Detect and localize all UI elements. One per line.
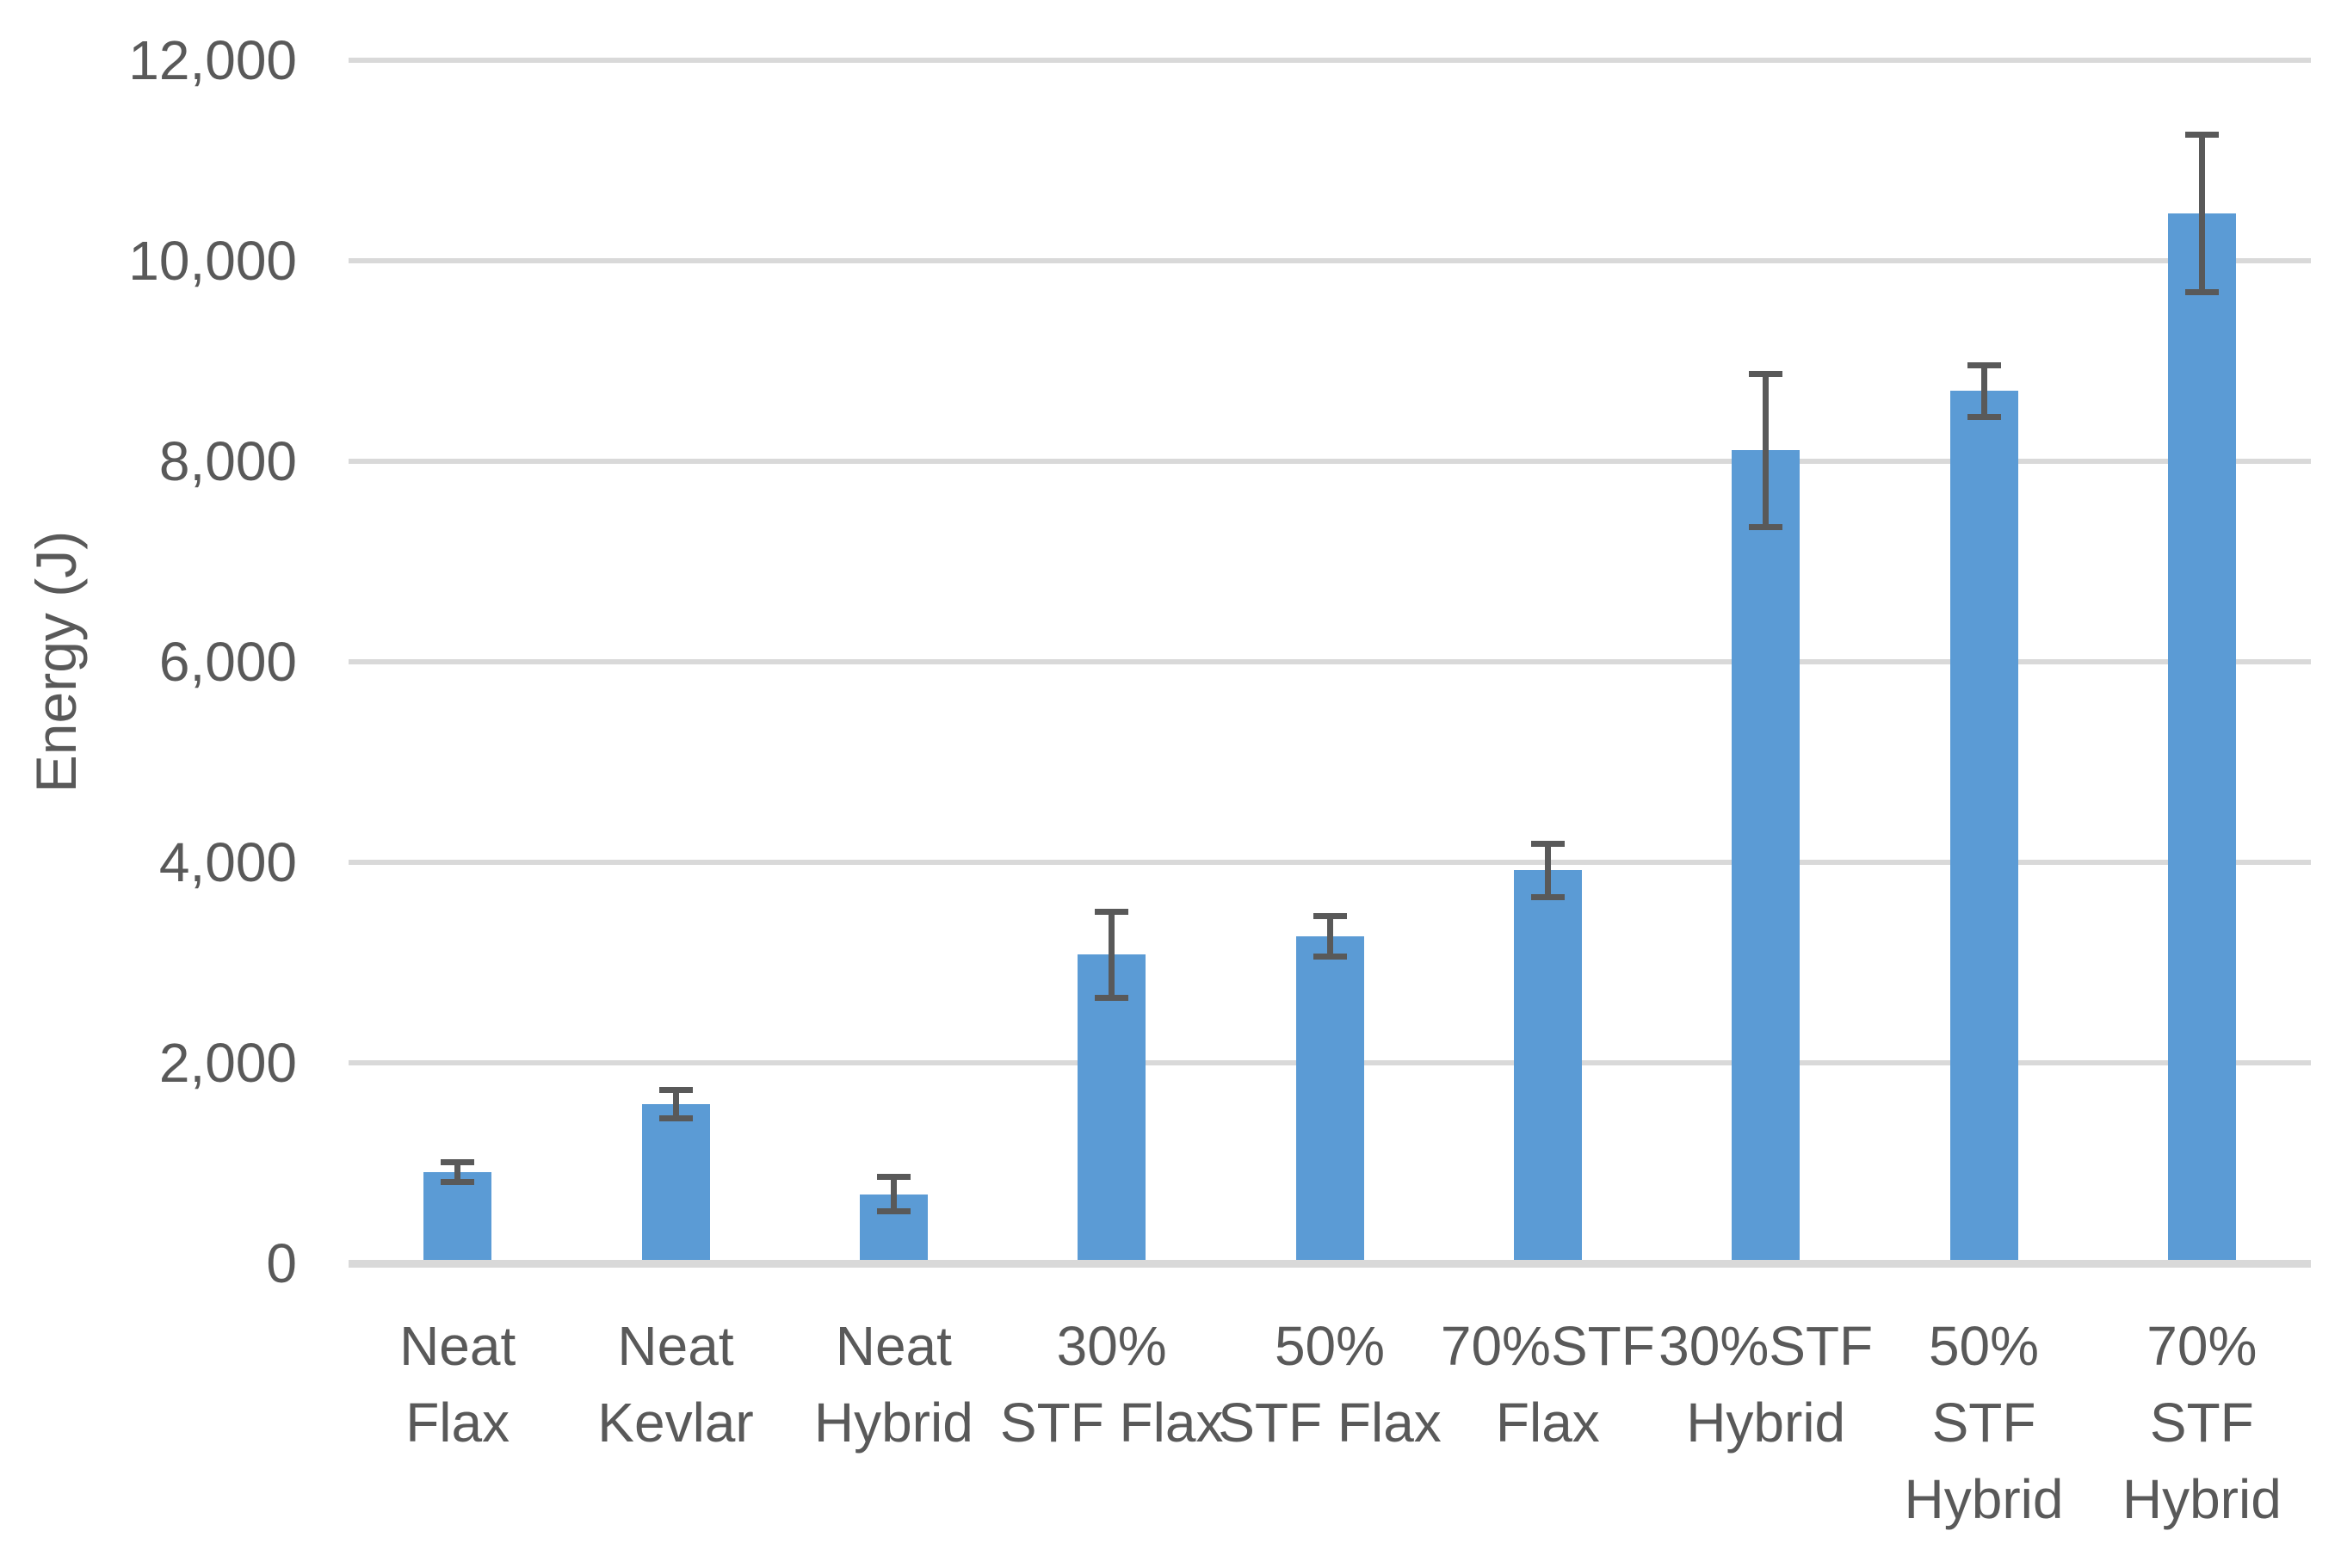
error-bar-neat-hybrid [890,1176,897,1212]
x-axis-line [349,1260,2311,1268]
y-tick-label-10000: 10,000 [128,230,297,292]
x-axis-label-neat-flax: Neat [399,1315,516,1377]
bar-50-stf-flax [1295,936,1364,1263]
bar-70-stf-flax [1513,870,1582,1263]
x-axis-label-70-stf-flax: Flax [1495,1392,1600,1454]
error-bar-neat-flax [454,1162,461,1182]
error-bar-cap-bottom-neat-flax [441,1179,475,1186]
bar-neat-flax [423,1171,492,1263]
bar-30-stf-hybrid [1732,450,1801,1263]
error-bar-cap-top-50-stf-flax [1313,913,1347,920]
x-axis-label-neat-hybrid: Neat [835,1315,952,1377]
error-bar-cap-bottom-neat-hybrid [876,1207,911,1214]
error-bar-cap-bottom-30-stf-hybrid [1749,523,1783,530]
y-tick-label-12000: 12,000 [128,29,297,91]
x-axis-label-70-stf-hybrid: 70% [2146,1315,2258,1377]
gridline-12000 [349,58,2311,63]
y-tick-label-6000: 6,000 [158,631,297,693]
bar-neat-kevlar [641,1103,710,1263]
error-bar-cap-top-neat-hybrid [876,1174,911,1181]
error-bar-cap-top-neat-kevlar [658,1086,693,1093]
error-bar-cap-top-50-stf-hybrid [1967,361,2001,368]
error-bar-cap-bottom-50-stf-flax [1313,954,1347,960]
error-bar-cap-bottom-50-stf-hybrid [1967,414,2001,421]
error-bar-cap-top-70-stf-flax [1530,840,1565,847]
error-bar-cap-top-30-stf-hybrid [1749,370,1783,377]
gridline-10000 [349,258,2311,263]
error-bar-cap-bottom-30-stf-flax [1095,994,1129,1001]
y-tick-label-2000: 2,000 [158,1032,297,1094]
x-axis-label-30-stf-flax: STF Flax [999,1392,1224,1454]
x-axis-label-50-stf-hybrid: Hybrid [1904,1468,2064,1530]
x-axis-label-neat-kevlar: Kevlar [597,1392,754,1454]
y-tick-label-8000: 8,000 [158,430,297,492]
x-axis-label-30-stf-hybrid: Hybrid [1686,1392,1846,1454]
x-axis-label-70-stf-flax: 70%STF [1440,1315,1655,1377]
x-axis-label-30-stf-hybrid: 30%STF [1658,1315,1874,1377]
error-bar-cap-bottom-70-stf-flax [1530,893,1565,900]
x-axis-label-neat-flax: Flax [405,1392,510,1454]
x-axis-label-50-stf-hybrid: 50% [1928,1315,2040,1377]
gridline-8000 [349,459,2311,464]
x-axis-label-neat-kevlar: Neat [617,1315,734,1377]
y-tick-label-0: 0 [266,1232,297,1294]
error-bar-70-stf-hybrid [2198,134,2205,293]
error-bar-70-stf-flax [1544,843,1551,898]
x-axis-label-30-stf-flax: 30% [1056,1315,1167,1377]
error-bar-cap-bottom-70-stf-hybrid [2184,289,2219,296]
error-bar-neat-kevlar [672,1090,679,1119]
bar-30-stf-flax [1078,954,1146,1263]
x-axis-label-50-stf-hybrid: STF [1931,1392,2036,1454]
error-bar-cap-top-70-stf-hybrid [2184,132,2219,139]
x-axis-label-50-stf-flax: 50% [1274,1315,1386,1377]
x-axis-label-neat-hybrid: Hybrid [813,1392,973,1454]
bar-70-stf-hybrid [2167,213,2236,1263]
error-bar-30-stf-flax [1109,911,1115,998]
x-axis-label-50-stf-flax: STF Flax [1218,1392,1442,1454]
error-bar-cap-top-neat-flax [441,1158,475,1165]
error-bar-30-stf-hybrid [1763,373,1770,528]
error-bar-50-stf-flax [1326,916,1333,957]
x-axis-label-70-stf-hybrid: STF [2149,1392,2254,1454]
x-axis-label-70-stf-hybrid: Hybrid [2122,1468,2282,1530]
error-bar-cap-bottom-neat-kevlar [658,1114,693,1121]
y-tick-label-4000: 4,000 [158,831,297,893]
gridline-4000 [349,860,2311,865]
error-bar-cap-top-30-stf-flax [1095,908,1129,915]
bar-50-stf-hybrid [1949,391,2018,1263]
error-bar-50-stf-hybrid [1980,365,1987,417]
gridline-6000 [349,659,2311,664]
